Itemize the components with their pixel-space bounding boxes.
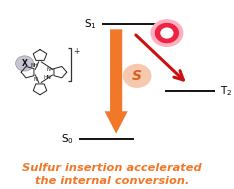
Polygon shape <box>105 29 128 134</box>
Text: N=: N= <box>46 67 55 72</box>
Text: NH: NH <box>30 63 38 67</box>
Text: the internal conversion.: the internal conversion. <box>35 176 189 186</box>
Text: X: X <box>22 59 28 68</box>
Circle shape <box>160 27 174 39</box>
Text: T$_2$: T$_2$ <box>220 84 232 98</box>
Circle shape <box>155 23 179 43</box>
Text: Sulfur insertion accelerated: Sulfur insertion accelerated <box>22 163 201 173</box>
Text: +: + <box>73 47 80 56</box>
Circle shape <box>16 56 34 71</box>
Circle shape <box>123 64 151 88</box>
Text: S$_1$: S$_1$ <box>84 17 96 31</box>
Text: HN: HN <box>44 75 51 80</box>
Text: S: S <box>132 69 142 83</box>
Text: S$_0$: S$_0$ <box>61 132 74 146</box>
Text: N: N <box>33 77 37 82</box>
Circle shape <box>150 19 183 47</box>
